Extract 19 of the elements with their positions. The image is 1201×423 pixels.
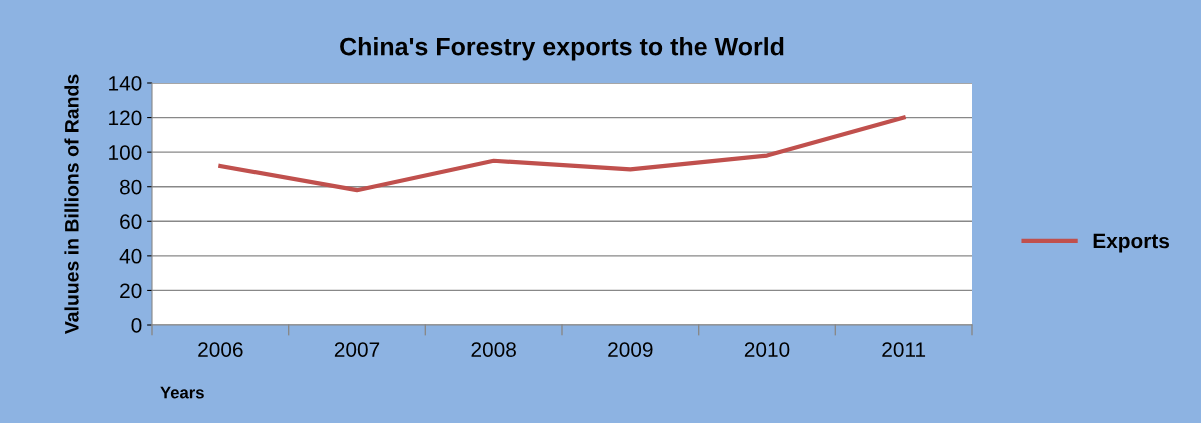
y-tick-label: 0 <box>131 318 142 333</box>
legend-label: Exports <box>1093 233 1170 253</box>
chart-title: China's Forestry exports to the World <box>340 37 784 61</box>
y-tick-label: 40 <box>119 248 142 264</box>
y-tick-label: 100 <box>109 145 142 160</box>
y-tick-label: 120 <box>109 110 142 126</box>
y-tick-label: 60 <box>120 214 142 230</box>
x-tick-label: 2007 <box>334 342 380 357</box>
y-tick-label: 140 <box>109 76 142 91</box>
line-series <box>218 115 906 193</box>
x-tick-label: 2009 <box>608 342 653 357</box>
x-tick-label: 2006 <box>198 342 243 357</box>
x-tick-label: 2010 <box>744 342 790 357</box>
y-tick-label: 20 <box>120 283 142 299</box>
y-axis-title: Valuues in Billions of Rands <box>64 74 79 335</box>
x-tick-label: 2011 <box>882 342 926 357</box>
x-tick-label: 2008 <box>471 342 516 357</box>
y-tick-label: 80 <box>120 179 142 195</box>
x-axis-title: Years <box>160 386 204 399</box>
